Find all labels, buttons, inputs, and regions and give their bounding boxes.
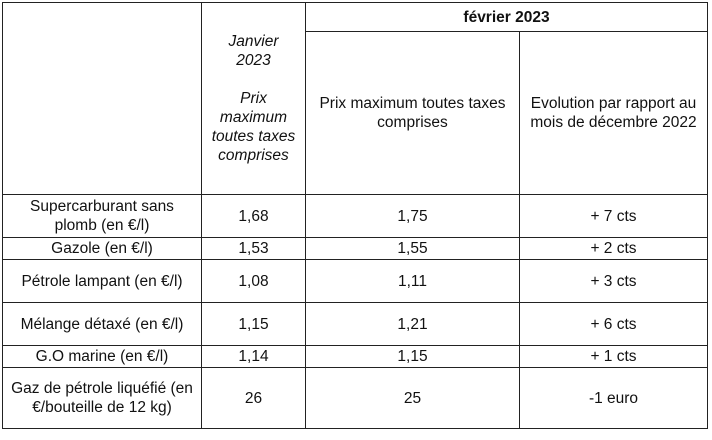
evolution-cell: + 2 cts xyxy=(519,237,708,260)
january-price-cell: 1,08 xyxy=(201,259,306,303)
table-row: Gazole (en €/l) 1,53 1,55 + 2 cts xyxy=(2,237,708,260)
january-price-cell: 1,53 xyxy=(201,237,306,260)
january-month-label: Janvier xyxy=(228,33,279,50)
header-february-evolution: Evolution par rapport au mois de décembr… xyxy=(519,31,708,195)
product-cell: Gaz de pétrole liquéfié (en €/bouteille … xyxy=(2,367,202,429)
february-price-cell: 1,55 xyxy=(305,237,520,260)
table-row: Pétrole lampant (en €/l) 1,08 1,11 + 3 c… xyxy=(2,259,708,303)
evolution-cell: -1 euro xyxy=(519,367,708,429)
header-empty-cell xyxy=(2,2,202,195)
february-price-cell: 1,11 xyxy=(305,259,520,303)
february-price-cell: 1,15 xyxy=(305,345,520,368)
header-row-month: Janvier 2023 Prix maximum toutes taxes c… xyxy=(2,2,708,195)
february-price-cell: 1,75 xyxy=(305,194,520,238)
january-price-cell: 1,14 xyxy=(201,345,306,368)
february-price-cell: 1,21 xyxy=(305,302,520,346)
fuel-price-table: Janvier 2023 Prix maximum toutes taxes c… xyxy=(2,2,708,429)
evolution-cell: + 3 cts xyxy=(519,259,708,303)
table-row: Gaz de pétrole liquéfié (en €/bouteille … xyxy=(2,367,708,429)
january-price-cell: 26 xyxy=(201,367,306,429)
header-row-sub: Prix maximum toutes taxes comprises Evol… xyxy=(3,31,708,195)
january-price-desc: Prix maximum toutes taxes comprises xyxy=(211,90,296,164)
january-price-cell: 1,68 xyxy=(201,194,306,238)
product-cell: Pétrole lampant (en €/l) xyxy=(2,259,202,303)
header-february-month: février 2023 xyxy=(305,2,708,32)
product-cell: Mélange détaxé (en €/l) xyxy=(2,302,202,346)
table-row: Mélange détaxé (en €/l) 1,15 1,21 + 6 ct… xyxy=(2,302,708,346)
header-february-price: Prix maximum toutes taxes comprises xyxy=(305,31,520,195)
header-january-cell: Janvier 2023 Prix maximum toutes taxes c… xyxy=(201,2,306,195)
evolution-cell: + 6 cts xyxy=(519,302,708,346)
product-cell: Supercarburant sans plomb (en €/l) xyxy=(2,194,202,238)
january-year-label: 2023 xyxy=(236,52,271,69)
evolution-cell: + 1 cts xyxy=(519,345,708,368)
table-row: G.O marine (en €/l) 1,14 1,15 + 1 cts xyxy=(2,345,708,368)
february-price-cell: 25 xyxy=(305,367,520,429)
product-cell: Gazole (en €/l) xyxy=(2,237,202,260)
evolution-cell: + 7 cts xyxy=(519,194,708,238)
january-price-cell: 1,15 xyxy=(201,302,306,346)
product-cell: G.O marine (en €/l) xyxy=(2,345,202,368)
table-row: Supercarburant sans plomb (en €/l) 1,68 … xyxy=(2,194,708,238)
